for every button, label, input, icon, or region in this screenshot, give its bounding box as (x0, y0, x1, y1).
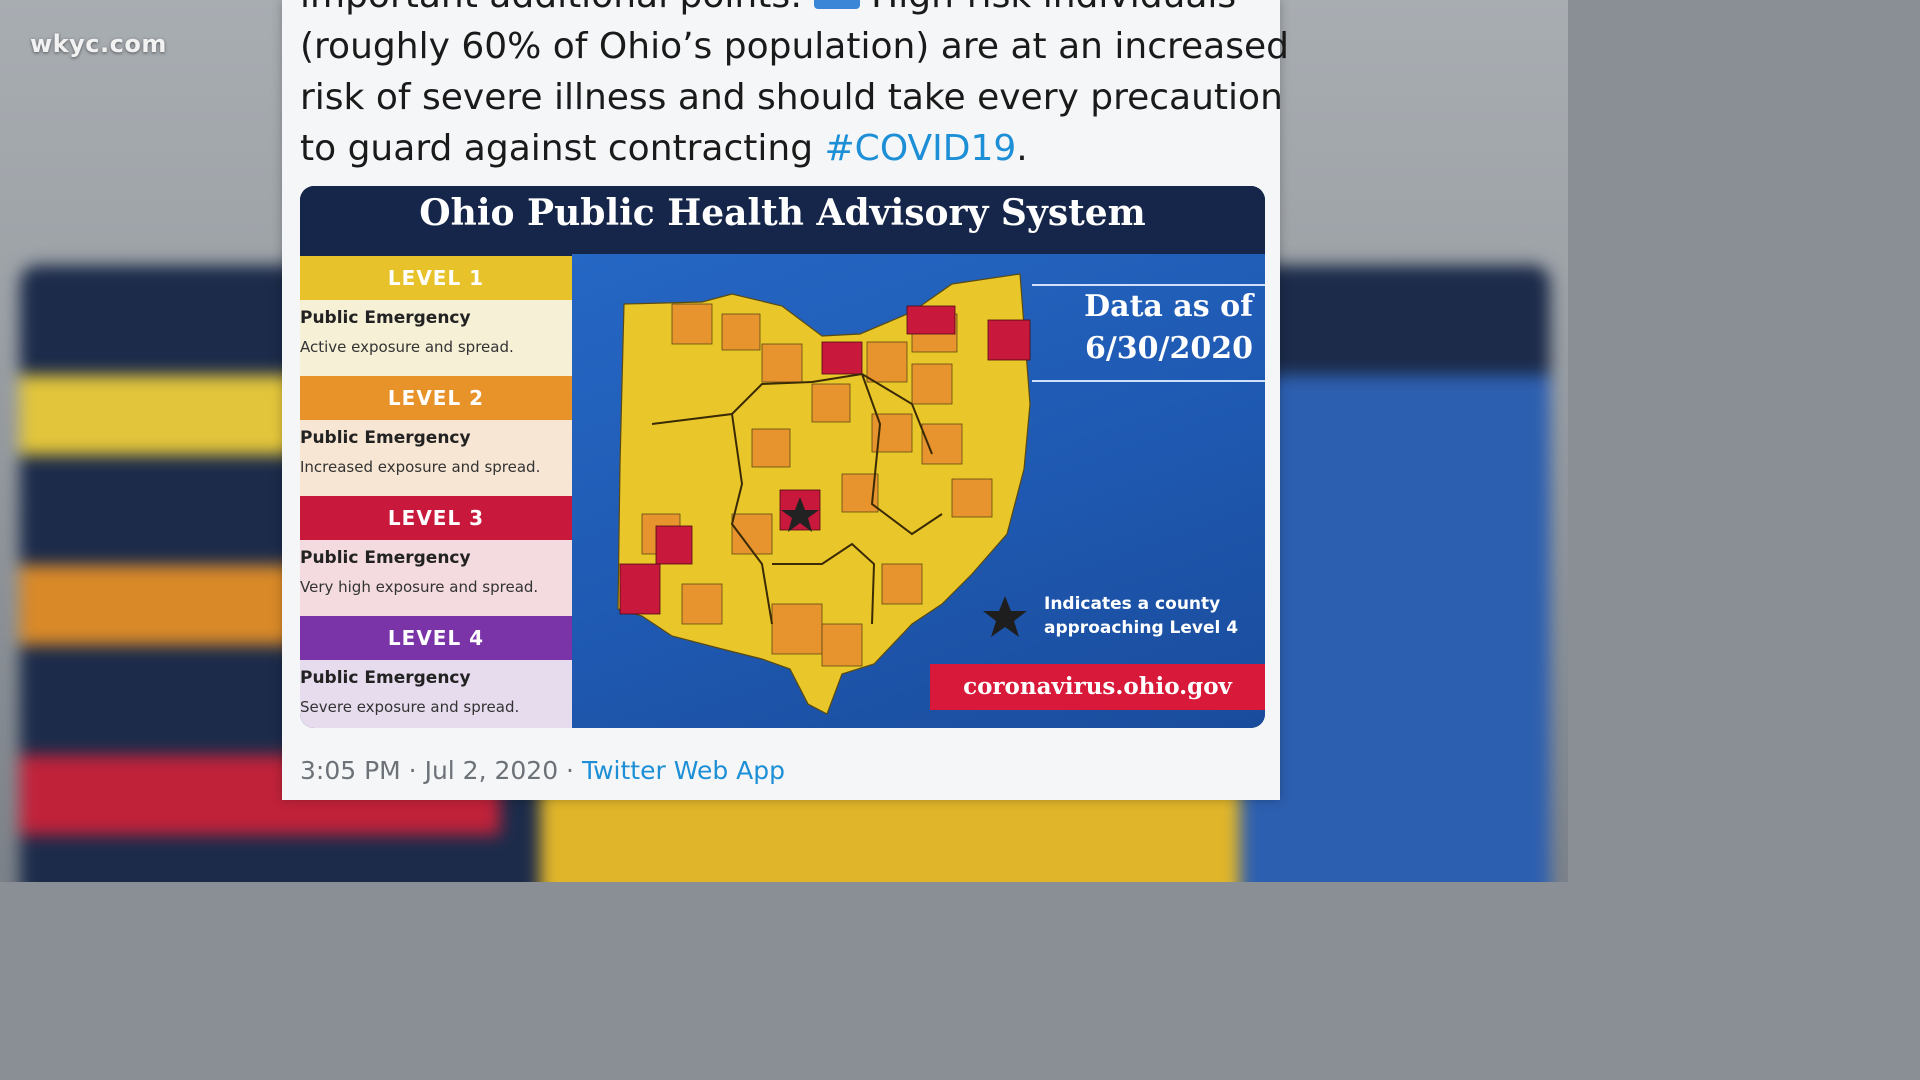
star-legend-line1: Indicates a county (1044, 594, 1221, 614)
level-2-title: Public Emergency (300, 428, 471, 448)
advisory-graphic[interactable]: Ohio Public Health Advisory System LEVEL… (300, 186, 1265, 728)
graphic-title: Ohio Public Health Advisory System (300, 186, 1265, 254)
tweet-line: important additional points: High-risk i… (300, 0, 1260, 21)
level-2-body: Public Emergency Increased exposure and … (300, 420, 572, 496)
level-1-body: Public Emergency Active exposure and spr… (300, 300, 572, 376)
map-panel: Data as of 6/30/2020 Indicates a county … (572, 254, 1265, 728)
data-as-of-date: 6/30/2020 (1084, 331, 1253, 366)
level-1-description: Active exposure and spread. (300, 338, 514, 356)
tweet-metadata: 3:05 PM · Jul 2, 2020 · Twitter Web App (300, 756, 785, 785)
level-2-description: Increased exposure and spread. (300, 458, 541, 476)
hashtag-link[interactable]: #COVID19 (824, 128, 1017, 169)
tweet-line: to guard against contracting #COVID19. (300, 128, 1028, 169)
level-4-title: Public Emergency (300, 668, 471, 688)
level-2-header: LEVEL 2 (300, 376, 572, 420)
level-3-description: Very high exposure and spread. (300, 578, 539, 596)
level-3-header: LEVEL 3 (300, 496, 572, 540)
star-icon (983, 596, 1027, 637)
emoji-icon (813, 0, 860, 9)
ohio-county-map (617, 273, 1031, 715)
level-4-description: Severe exposure and spread. (300, 698, 520, 716)
star-legend: Indicates a county approaching Level 4 (982, 590, 1262, 650)
level-3-body: Public Emergency Very high exposure and … (300, 540, 572, 616)
tweet-source-link[interactable]: Twitter Web App (581, 756, 785, 785)
level-1-title: Public Emergency (300, 308, 471, 328)
data-as-of-box: Data as of 6/30/2020 (1032, 284, 1265, 382)
website-banner: coronavirus.ohio.gov (930, 664, 1265, 710)
tweet-line: risk of severe illness and should take e… (300, 77, 1283, 118)
tweet-timestamp[interactable]: 3:05 PM · Jul 2, 2020 · (300, 756, 582, 785)
tweet-card: important additional points: High-risk i… (282, 0, 1289, 800)
level-4-header: LEVEL 4 (300, 616, 572, 660)
level-4-body: Public Emergency Severe exposure and spr… (300, 660, 572, 728)
level-1-header: LEVEL 1 (300, 256, 572, 300)
tweet-line: (roughly 60% of Ohio’s population) are a… (300, 26, 1289, 67)
level-3-title: Public Emergency (300, 548, 471, 568)
station-watermark: wkyc.com (30, 30, 167, 58)
data-as-of-label: Data as of (1084, 289, 1253, 324)
level-legend: LEVEL 1 Public Emergency Active exposure… (300, 256, 572, 728)
star-legend-line2: approaching Level 4 (1044, 618, 1239, 638)
tweet-body: important additional points: High-risk i… (300, 0, 1289, 174)
